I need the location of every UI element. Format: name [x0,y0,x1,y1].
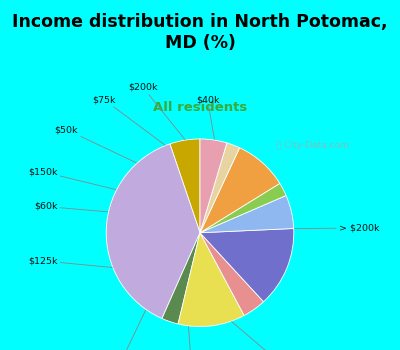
Wedge shape [200,196,294,233]
Text: $100k: $100k [178,327,207,350]
Text: $60k: $60k [34,202,108,212]
Wedge shape [162,233,200,324]
Text: $40k: $40k [196,95,219,139]
Wedge shape [170,139,200,233]
Text: $75k: $75k [92,95,165,145]
Wedge shape [200,229,294,302]
Wedge shape [200,143,240,233]
Text: $50k: $50k [54,125,136,163]
Text: $20k: $20k [109,310,146,350]
Text: > $200k: > $200k [295,224,379,232]
Text: $125k: $125k [28,257,112,267]
Text: ⓘ City-Data.com: ⓘ City-Data.com [276,141,348,150]
Wedge shape [106,144,200,318]
Text: $200k: $200k [128,83,185,140]
Text: Income distribution in North Potomac,
MD (%): Income distribution in North Potomac, MD… [12,13,388,52]
Wedge shape [200,233,264,315]
Wedge shape [200,148,280,233]
Text: All residents: All residents [153,101,247,114]
Text: $150k: $150k [28,167,116,190]
Wedge shape [200,183,286,233]
Text: $10k: $10k [232,322,291,350]
Wedge shape [178,233,244,327]
Wedge shape [200,139,227,233]
